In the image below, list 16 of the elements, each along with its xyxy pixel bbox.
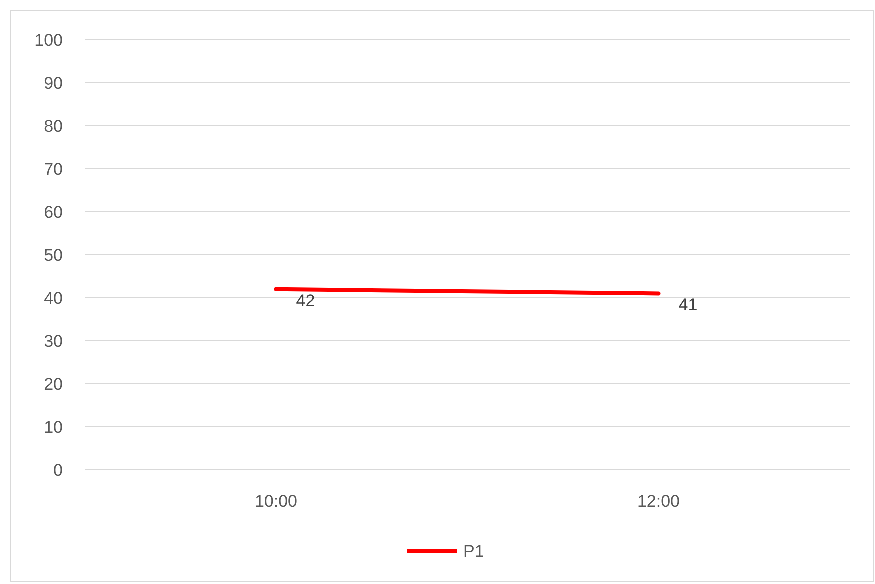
y-tick-label: 20 (44, 374, 63, 394)
y-tick-label: 40 (44, 288, 63, 308)
legend-label: P1 (464, 542, 484, 561)
y-tick-label: 0 (54, 460, 63, 480)
y-tick-label: 100 (34, 30, 63, 50)
x-tick-label: 10:00 (254, 492, 298, 511)
x-tick-label: 12:00 (637, 492, 680, 511)
data-label: 41 (678, 296, 698, 315)
y-tick-label: 30 (44, 332, 63, 351)
data-label: 42 (296, 291, 316, 310)
y-tick-label: 80 (44, 116, 63, 136)
y-tick-label: 70 (44, 160, 63, 179)
y-tick-label: 10 (44, 418, 63, 437)
y-tick-label: 60 (44, 202, 63, 222)
y-tick-label: 50 (44, 246, 63, 265)
y-tick-label: 90 (44, 74, 63, 93)
